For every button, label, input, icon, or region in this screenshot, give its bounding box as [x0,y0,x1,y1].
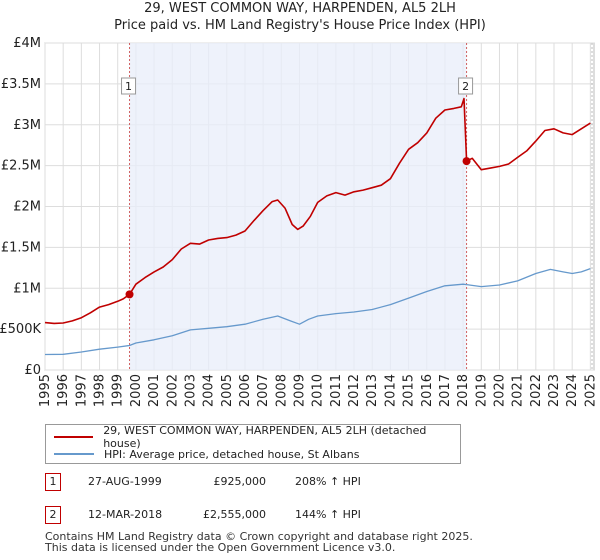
x-tick-label: 1995 [38,374,53,407]
x-tick-label: 2025 [583,374,598,407]
x-tick-label: 2017 [438,374,453,407]
chart-title-line1: 29, WEST COMMON WAY, HARPENDEN, AL5 2LH [144,1,456,16]
chart-title-line2: Price paid vs. HM Land Registry's House … [114,18,486,33]
y-tick-label: £0 [24,363,41,378]
y-tick-label: £1M [13,281,41,296]
y-tick-label: £3M [13,118,41,133]
x-tick-label: 2006 [238,374,253,407]
sale-badge-2: 2 [45,506,61,524]
sale-box-label-2: 2 [462,80,469,93]
sale-marker-1 [125,290,134,299]
y-tick-label: £500K [0,322,41,337]
y-tick-label: £2M [13,200,41,215]
x-tick-label: 2018 [456,374,471,407]
y-tick-label: £4M [13,36,41,51]
x-tick-label: 2011 [329,374,344,407]
sale-marker-2 [462,157,471,166]
property-price-line [44,97,591,325]
x-axis-ticks: 1995 1996 1997 1998 1999 2000 2001 2002 2003 2004… [38,374,598,407]
series-lines [44,97,591,356]
x-tick-label: 2000 [129,374,144,407]
x-tick-label: 2020 [492,374,507,407]
x-tick-label: 2012 [347,374,362,407]
x-tick-label: 1998 [93,374,108,407]
footer: Contains HM Land Registry data © Crown c… [45,531,473,553]
x-tick-label: 1999 [111,374,126,407]
y-axis-ticks: £0 £500K £1M £1.5M £2M £2.5M £3M £3.5M £4M [0,36,41,378]
legend-label-property: 29, WEST COMMON WAY, HARPENDEN, AL5 2LH … [103,424,427,450]
legend-label-hpi: HPI: Average price, detached house, St A… [104,447,360,461]
x-tick-label: 2005 [220,374,235,407]
x-tick-label: 1997 [74,374,89,407]
y-tick-label: £3.5M [1,77,41,92]
ownership-shade [129,43,467,370]
x-tick-label: 2022 [529,374,544,407]
x-tick-label: 2015 [402,374,417,407]
x-tick-label: 1996 [56,374,71,407]
x-tick-label: 2019 [474,374,489,407]
sale-box-label-1: 1 [125,80,132,93]
x-tick-label: 2024 [565,374,580,407]
legend-item-property: 29, WEST COMMON WAY, HARPENDEN, AL5 2LH … [54,424,460,450]
sale-date-1: 27-AUG-1999 [88,475,162,488]
footer-line1: Contains HM Land Registry data © Crown c… [45,530,473,543]
sale-row-2: 2 12-MAR-2018 £2,555,000 144% ↑ HPI [0,506,600,526]
x-tick-label: 2004 [202,374,217,407]
x-tick-label: 2016 [420,374,435,407]
x-tick-label: 2013 [365,374,380,407]
sale-price-2: £2,555,000 [203,508,266,521]
x-tick-label: 2008 [274,374,289,407]
x-tick-label: 2002 [165,374,180,407]
x-tick-label: 2023 [547,374,562,407]
footer-line2: This data is licensed under the Open Gov… [45,541,396,554]
sale-box-1 [121,77,137,95]
x-tick-label: 2014 [383,374,398,407]
y-tick-label: £2.5M [1,159,41,174]
sale-hpi-1: 208% ↑ HPI [295,475,361,488]
x-tick-label: 2001 [147,374,162,407]
sale-row-1: 1 27-AUG-1999 £925,000 208% ↑ HPI [0,473,600,493]
y-tick-label: £1.5M [1,240,41,255]
x-tick-label: 2007 [256,374,271,407]
x-tick-label: 2003 [183,374,198,407]
sale-box-2 [458,77,474,95]
x-tick-label: 2010 [311,374,326,407]
sale-vlines [129,43,593,370]
legend: 29, WEST COMMON WAY, HARPENDEN, AL5 2LH … [45,424,461,464]
x-tick-label: 2021 [511,374,526,407]
x-tick-label: 2009 [293,374,308,407]
legend-swatch-hpi [54,453,94,455]
legend-item-hpi: HPI: Average price, detached house, St A… [54,446,359,462]
chart-title: 29, WEST COMMON WAY, HARPENDEN, AL5 2LH … [0,0,600,34]
sale-price-1: £925,000 [213,475,267,488]
sale-date-2: 12-MAR-2018 [88,508,163,521]
sale-badge-1: 1 [45,473,61,491]
legend-swatch-property [54,436,94,438]
sale-hpi-2: 144% ↑ HPI [295,508,361,521]
hpi-line [44,267,591,356]
